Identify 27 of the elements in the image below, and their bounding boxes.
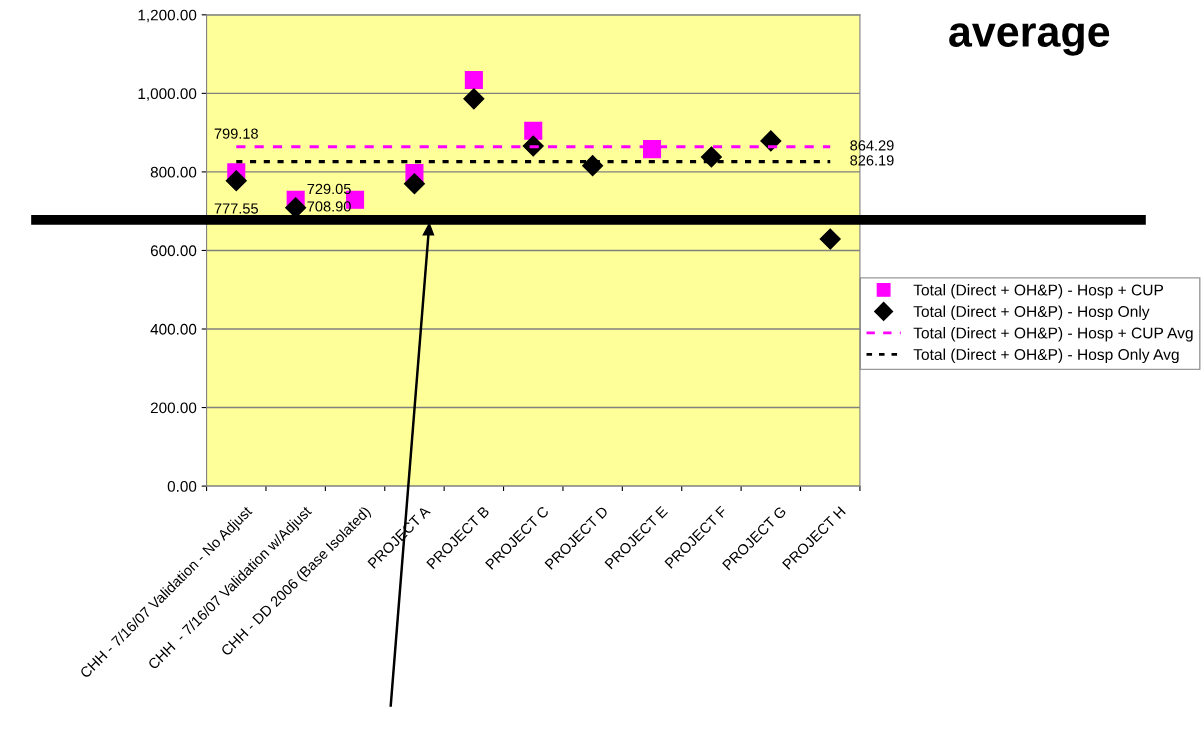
point xyxy=(582,155,604,177)
y-tick-label: 800.00 xyxy=(150,166,197,178)
y-tick-label: 200.00 xyxy=(150,402,197,414)
point xyxy=(463,88,485,110)
data-label: 708.90 xyxy=(307,201,351,212)
legend-label: Total (Direct + OH&P) - Hosp Only Avg xyxy=(913,348,1179,364)
data-label: 826.19 xyxy=(850,155,894,166)
point xyxy=(225,170,247,192)
data-label: 729.05 xyxy=(307,183,351,195)
y-tick-label: 1,000.00 xyxy=(138,88,197,101)
legend-label: Total (Direct + OH&P) - Hosp + CUP xyxy=(913,284,1164,299)
point xyxy=(464,70,483,90)
point xyxy=(643,140,662,159)
point xyxy=(819,228,841,250)
y-tick-label: 1,200.00 xyxy=(138,9,197,23)
legend-label: Total (Direct + OH&P) - Hosp + CUP Avg xyxy=(913,327,1193,342)
point xyxy=(524,121,543,140)
data-label: 864.29 xyxy=(850,140,894,151)
y-tick-label: 400.00 xyxy=(150,323,197,335)
data-label: 799.18 xyxy=(214,128,258,139)
y-tick-label: 600.00 xyxy=(150,245,197,257)
data-label: 777.55 xyxy=(214,203,258,214)
point xyxy=(403,173,425,195)
text: average xyxy=(949,23,1110,56)
legend-label: Total (Direct + OH&P) - Hosp Only xyxy=(913,305,1150,321)
point xyxy=(700,146,722,168)
y-tick-label: 0.00 xyxy=(167,480,197,492)
